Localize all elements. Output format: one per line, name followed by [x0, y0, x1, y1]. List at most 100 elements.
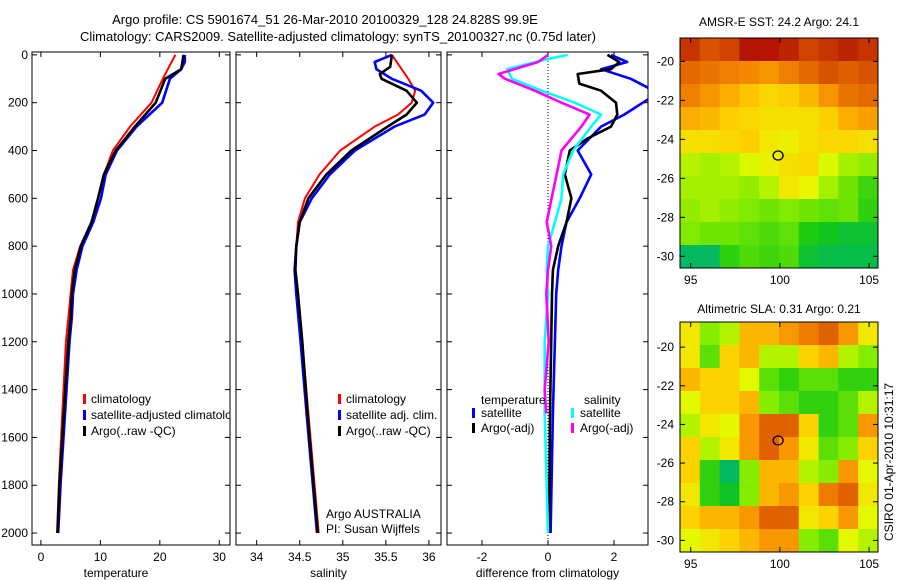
x-tick-label: 36: [422, 550, 436, 564]
heatmap-cell: [838, 61, 859, 85]
heatmap-cell: [838, 368, 859, 392]
heatmap-cell: [680, 38, 701, 62]
heatmap-cell: [739, 437, 760, 461]
x-tick-label: 95: [684, 557, 698, 571]
x-tick-label: 30: [213, 550, 227, 564]
x-tick-label: 35: [336, 550, 350, 564]
heatmap-cell: [779, 38, 800, 62]
heatmap-cell: [719, 506, 740, 530]
heatmap-cell: [699, 483, 721, 507]
satellite-maps: AMSR-E SST: 24.2 Argo: 24.1 95 100 105 -20 -2…: [657, 15, 880, 571]
heatmap-cell: [739, 460, 760, 484]
legend-label: Argo(-adj): [481, 421, 534, 435]
heatmap-cell: [739, 368, 760, 392]
heatmap-cell: [858, 222, 879, 246]
heatmap-cell: [759, 437, 780, 461]
legend-swatch: [472, 423, 475, 433]
heatmap-cell: [858, 368, 879, 392]
heatmap-cell: [699, 345, 721, 369]
y-tick-label: 600: [8, 191, 28, 205]
heatmap-cell: [858, 437, 879, 461]
heatmap-cell: [719, 153, 740, 177]
heatmap-cell: [719, 391, 740, 415]
heatmap-cell: [838, 414, 859, 438]
panel-frame: [235, 51, 442, 546]
heatmap-cell: [680, 368, 701, 392]
heatmap-cell: [818, 84, 839, 108]
heatmap-cell: [838, 153, 859, 177]
legend-swatch: [83, 394, 86, 404]
heatmap-cell: [858, 483, 879, 507]
legend-group-title: temperature: [481, 393, 546, 407]
legend-swatch: [338, 394, 341, 404]
heatmap-cell: [798, 437, 820, 461]
heatmap-cell: [680, 414, 701, 438]
heatmap-cell: [739, 414, 760, 438]
heatmap-cell: [739, 153, 760, 177]
heatmap-cell: [739, 107, 760, 131]
y-tick-label: -20: [657, 54, 675, 68]
y-tick-label: -26: [657, 171, 675, 185]
heatmap-cell: [699, 322, 721, 346]
heatmap-cell: [858, 245, 879, 269]
heatmap-cell: [779, 437, 800, 461]
heatmap-cell: [798, 529, 820, 553]
y-tick-label: 200: [8, 96, 28, 110]
heatmap-cell: [680, 391, 701, 415]
plot-area: climatology satellite adj. clim. Argo(..ra…: [293, 53, 437, 534]
heatmap-cell: [739, 38, 760, 62]
heatmap-cell: [818, 61, 839, 85]
heatmap-cell: [699, 460, 721, 484]
legend: temperaturesatelliteArgo(-adj)salinitysa…: [472, 393, 633, 435]
heatmap-cell: [818, 368, 839, 392]
legend-swatch: [338, 410, 341, 420]
y-tick-label: -22: [657, 93, 675, 107]
heatmap-cell: [818, 345, 839, 369]
heatmap-cell: [759, 153, 780, 177]
heatmap-cell: [680, 322, 701, 346]
heatmap-cell: [680, 437, 701, 461]
heatmap-cell: [680, 176, 701, 200]
heatmap-cell: [759, 245, 780, 269]
legend-label: climatology: [346, 392, 406, 406]
heatmap-cell: [779, 322, 800, 346]
heatmap-cell: [739, 199, 760, 223]
heatmap-cell: [699, 130, 721, 154]
heatmap-cell: [858, 529, 879, 553]
heatmap-cell: [838, 437, 859, 461]
heatmap-cell: [858, 130, 879, 154]
heatmap-cell: [719, 368, 740, 392]
heatmap-cell: [818, 130, 839, 154]
heatmap-cell: [699, 107, 721, 131]
heatmap-cell: [699, 38, 721, 62]
y-tick-label: -30: [657, 249, 675, 263]
heatmap-cell: [719, 84, 740, 108]
heatmap-cell: [699, 414, 721, 438]
heatmap-cell: [838, 506, 859, 530]
heatmap-cell: [699, 437, 721, 461]
series-line-argo-raw-qc-: [56, 54, 185, 534]
heatmap-cell: [759, 368, 780, 392]
heatmap-cell: [798, 345, 820, 369]
heatmap-cell: [798, 38, 820, 62]
heatmap-cell: [798, 414, 820, 438]
legend-label: climatology: [91, 392, 151, 406]
heatmap-cell: [798, 153, 820, 177]
heatmap-cell: [759, 414, 780, 438]
heatmap-cell: [739, 506, 760, 530]
map-sst-map: AMSR-E SST: 24.2 Argo: 24.1 95 100 105 -20 -2…: [657, 15, 880, 287]
heatmap-cell: [719, 322, 740, 346]
annotation-text: PI: Susan Wijffels: [326, 522, 420, 536]
heatmap-cell: [759, 130, 780, 154]
series-line-argo-raw-qc-: [294, 54, 419, 534]
heatmap-cell: [818, 153, 839, 177]
legend-swatch: [83, 426, 86, 436]
series-line-salinity-argo-adj-: [497, 53, 591, 414]
panel-salinity: 34 34.5 35 35.5 36 salinity climatology satelli…: [235, 51, 442, 580]
map-title: AMSR-E SST: 24.2 Argo: 24.1: [699, 15, 859, 29]
heatmap-cell: [818, 38, 839, 62]
heatmap-cell: [739, 222, 760, 246]
heatmap-cell: [699, 176, 721, 200]
heatmap-cell: [699, 84, 721, 108]
